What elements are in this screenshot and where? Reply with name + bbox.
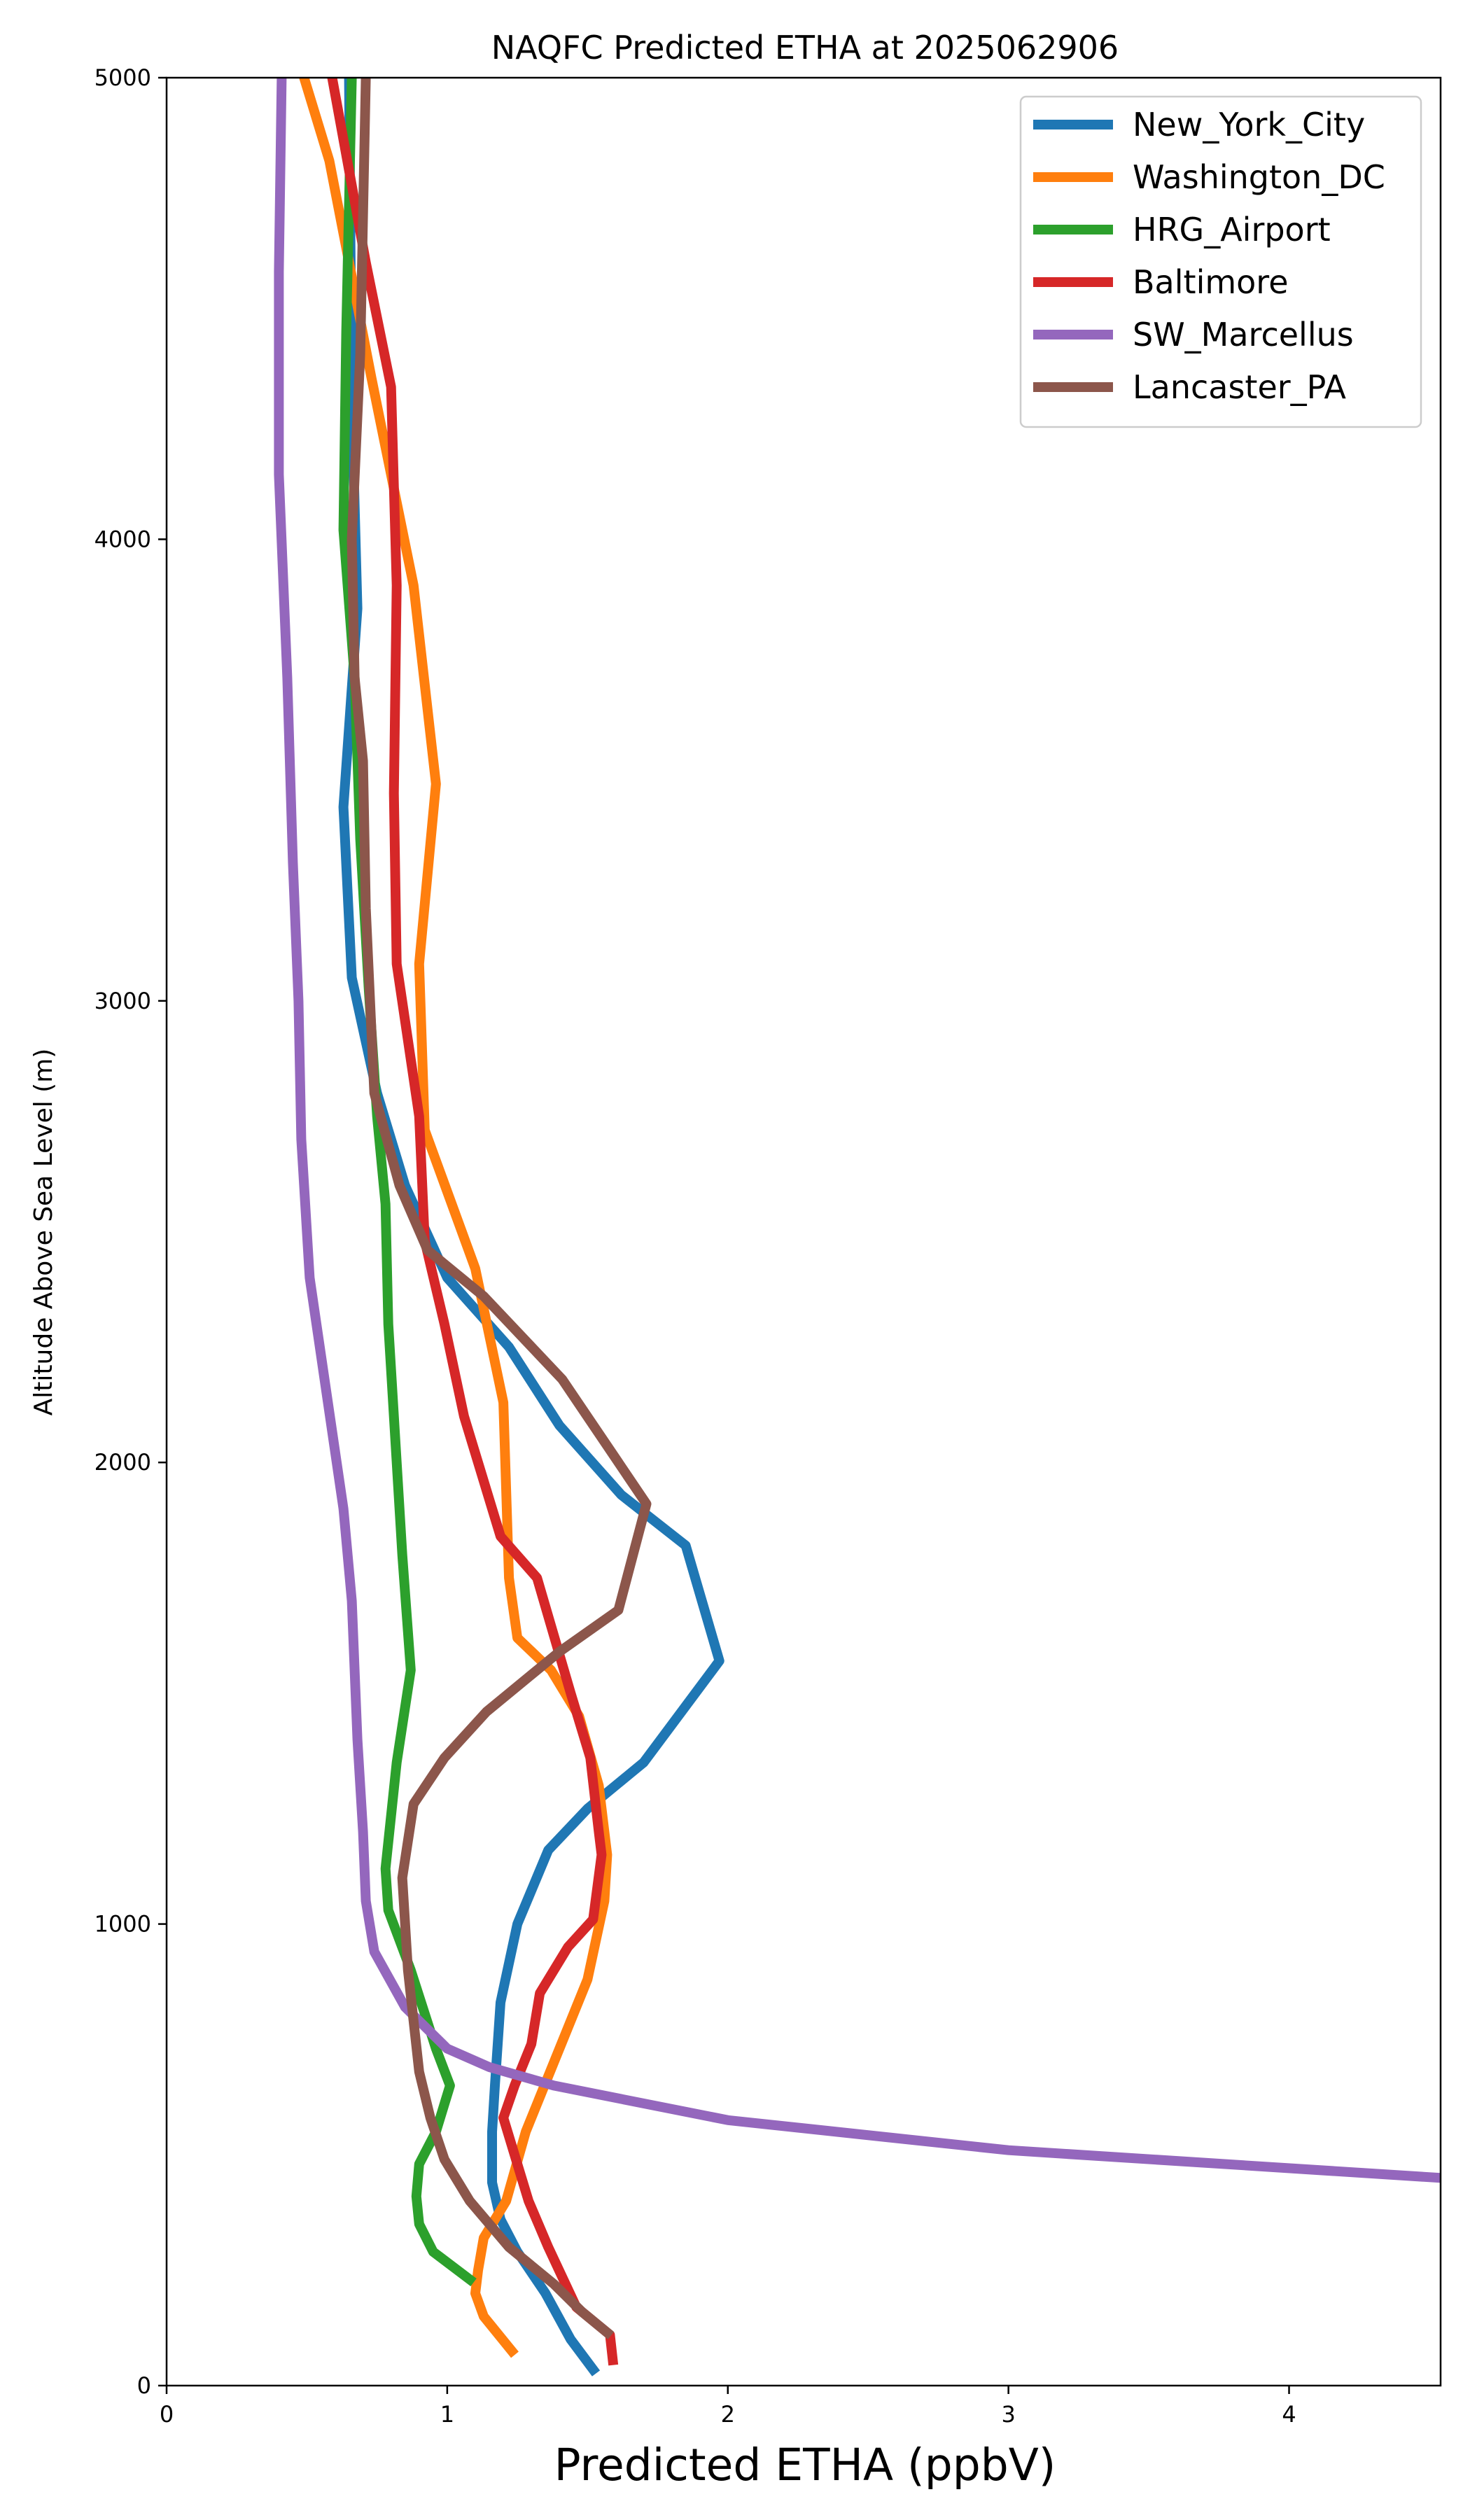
y-tick-label: 2000 <box>94 1449 151 1476</box>
y-tick-label: 0 <box>137 2372 151 2399</box>
plot-frame <box>165 76 1442 2387</box>
series-line-sw-marcellus <box>274 78 1441 2183</box>
plot-lines <box>274 78 1441 2376</box>
legend: New_York_City Washington_DC HRG_Airport Bal… <box>1019 95 1422 428</box>
x-tick-label: 0 <box>160 2401 174 2428</box>
x-tick-label: 2 <box>721 2401 735 2428</box>
x-axis-label: Predicted ETHA (ppbV) <box>554 2440 1056 2491</box>
legend-label-baltimore: Baltimore <box>1133 263 1289 301</box>
chart-title: NAQFC Predicted ETHA at 2025062906 <box>491 29 1119 66</box>
x-tick-label: 1 <box>440 2401 454 2428</box>
y-tick-label: 4000 <box>94 526 151 552</box>
y-tick-label: 5000 <box>94 64 151 91</box>
series-line-lancaster-pa <box>346 78 652 2340</box>
legend-label-hrg-airport: HRG_Airport <box>1133 211 1331 248</box>
series-line-baltimore <box>327 78 619 2366</box>
legend-label-lancaster-pa: Lancaster_PA <box>1133 368 1346 406</box>
x-tick-label: 4 <box>1282 2401 1296 2428</box>
y-axis-label: Altitude Above Sea Level (m) <box>29 1049 58 1416</box>
legend-label-sw-marcellus: SW_Marcellus <box>1133 316 1354 354</box>
axes: 0 1 2 3 4 0 1000 2000 3000 4000 5000 <box>94 64 1442 2428</box>
y-tick-label: 1000 <box>94 1911 151 1938</box>
legend-box <box>1019 95 1422 428</box>
y-tick-label: 3000 <box>94 988 151 1014</box>
x-tick-label: 3 <box>1001 2401 1015 2428</box>
legend-label-new-york-city: New_York_City <box>1133 106 1365 144</box>
legend-label-washington-dc: Washington_DC <box>1133 158 1385 196</box>
